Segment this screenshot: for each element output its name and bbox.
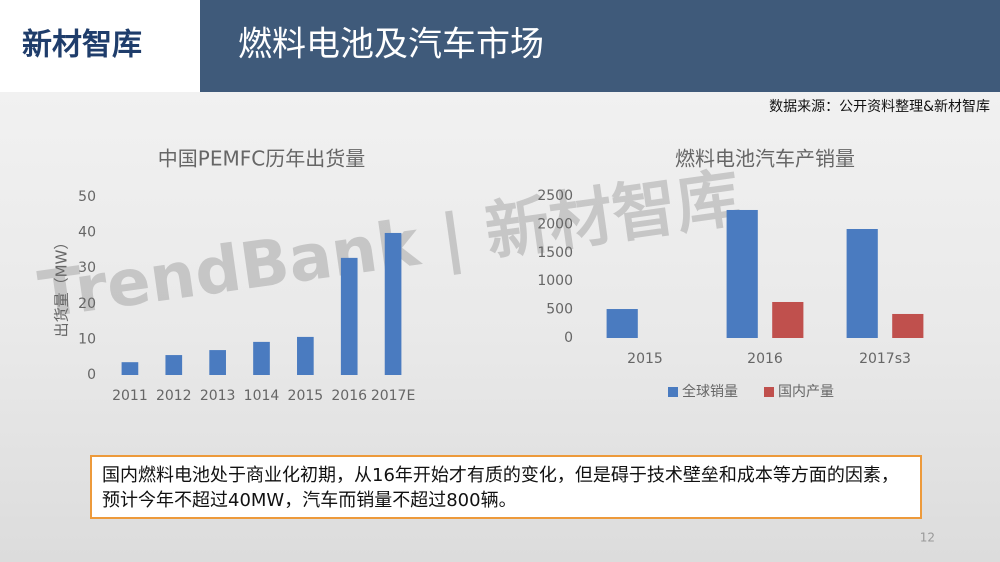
source: 数据来源：公开资料整理&新材智库 <box>769 99 990 115</box>
bar <box>297 336 314 375</box>
logo: 新材智库 <box>22 28 142 63</box>
x-tick-label: 2012 <box>156 388 192 404</box>
logo-bg <box>0 0 200 92</box>
bar <box>165 355 183 375</box>
y-tick-label: 40 <box>78 225 96 241</box>
y-tick-label: 30 <box>78 260 96 276</box>
x-tick-label: 2016 <box>747 351 783 367</box>
bar <box>209 350 226 375</box>
y-tick-label: 2500 <box>537 188 573 204</box>
chart-title: 燃料电池汽车产销量 <box>675 147 855 171</box>
x-tick-label: 2017E <box>371 388 415 404</box>
bar <box>340 257 358 375</box>
header-title: 燃料电池及汽车市场 <box>238 25 544 65</box>
y-tick-label: 20 <box>78 296 96 312</box>
y-tick-label: 10 <box>78 331 96 347</box>
x-tick-label: 1014 <box>244 388 280 404</box>
y-tick-label: 1500 <box>537 245 573 261</box>
bar <box>253 341 270 375</box>
legend-swatch <box>668 387 678 397</box>
x-tick-label: 2015 <box>627 351 663 367</box>
x-tick-label: 2017s3 <box>859 351 911 367</box>
bar <box>606 309 638 338</box>
legend-swatch <box>764 387 774 397</box>
y-tick-label: 1000 <box>537 273 573 289</box>
bar <box>846 229 878 338</box>
x-tick-label: 2011 <box>112 388 148 404</box>
page-number: 12 <box>920 531 935 545</box>
bar <box>892 313 924 338</box>
y-tick-label: 50 <box>78 189 96 205</box>
y-tick-label: 0 <box>564 330 573 346</box>
bar <box>726 209 758 338</box>
y-axis-label: 出货量（MW） <box>53 235 71 338</box>
header-bar <box>200 0 1000 92</box>
legend-label: 国内产量 <box>778 384 834 400</box>
callout: 国内燃料电池处于商业化初期，从16年开始才有质的变化，但是碍于技术壁垒和成本等方… <box>90 455 922 519</box>
x-tick-label: 2013 <box>200 388 236 404</box>
y-tick-label: 0 <box>87 367 96 383</box>
bar <box>121 362 139 375</box>
bar <box>772 301 804 338</box>
y-tick-label: 500 <box>546 302 573 318</box>
chart-title: 中国PEMFC历年出货量 <box>158 147 365 171</box>
legend-label: 全球销量 <box>682 383 738 400</box>
x-tick-label: 2016 <box>331 388 367 404</box>
y-tick-label: 2000 <box>537 216 573 232</box>
x-tick-label: 2015 <box>288 388 324 404</box>
bar <box>384 232 402 375</box>
